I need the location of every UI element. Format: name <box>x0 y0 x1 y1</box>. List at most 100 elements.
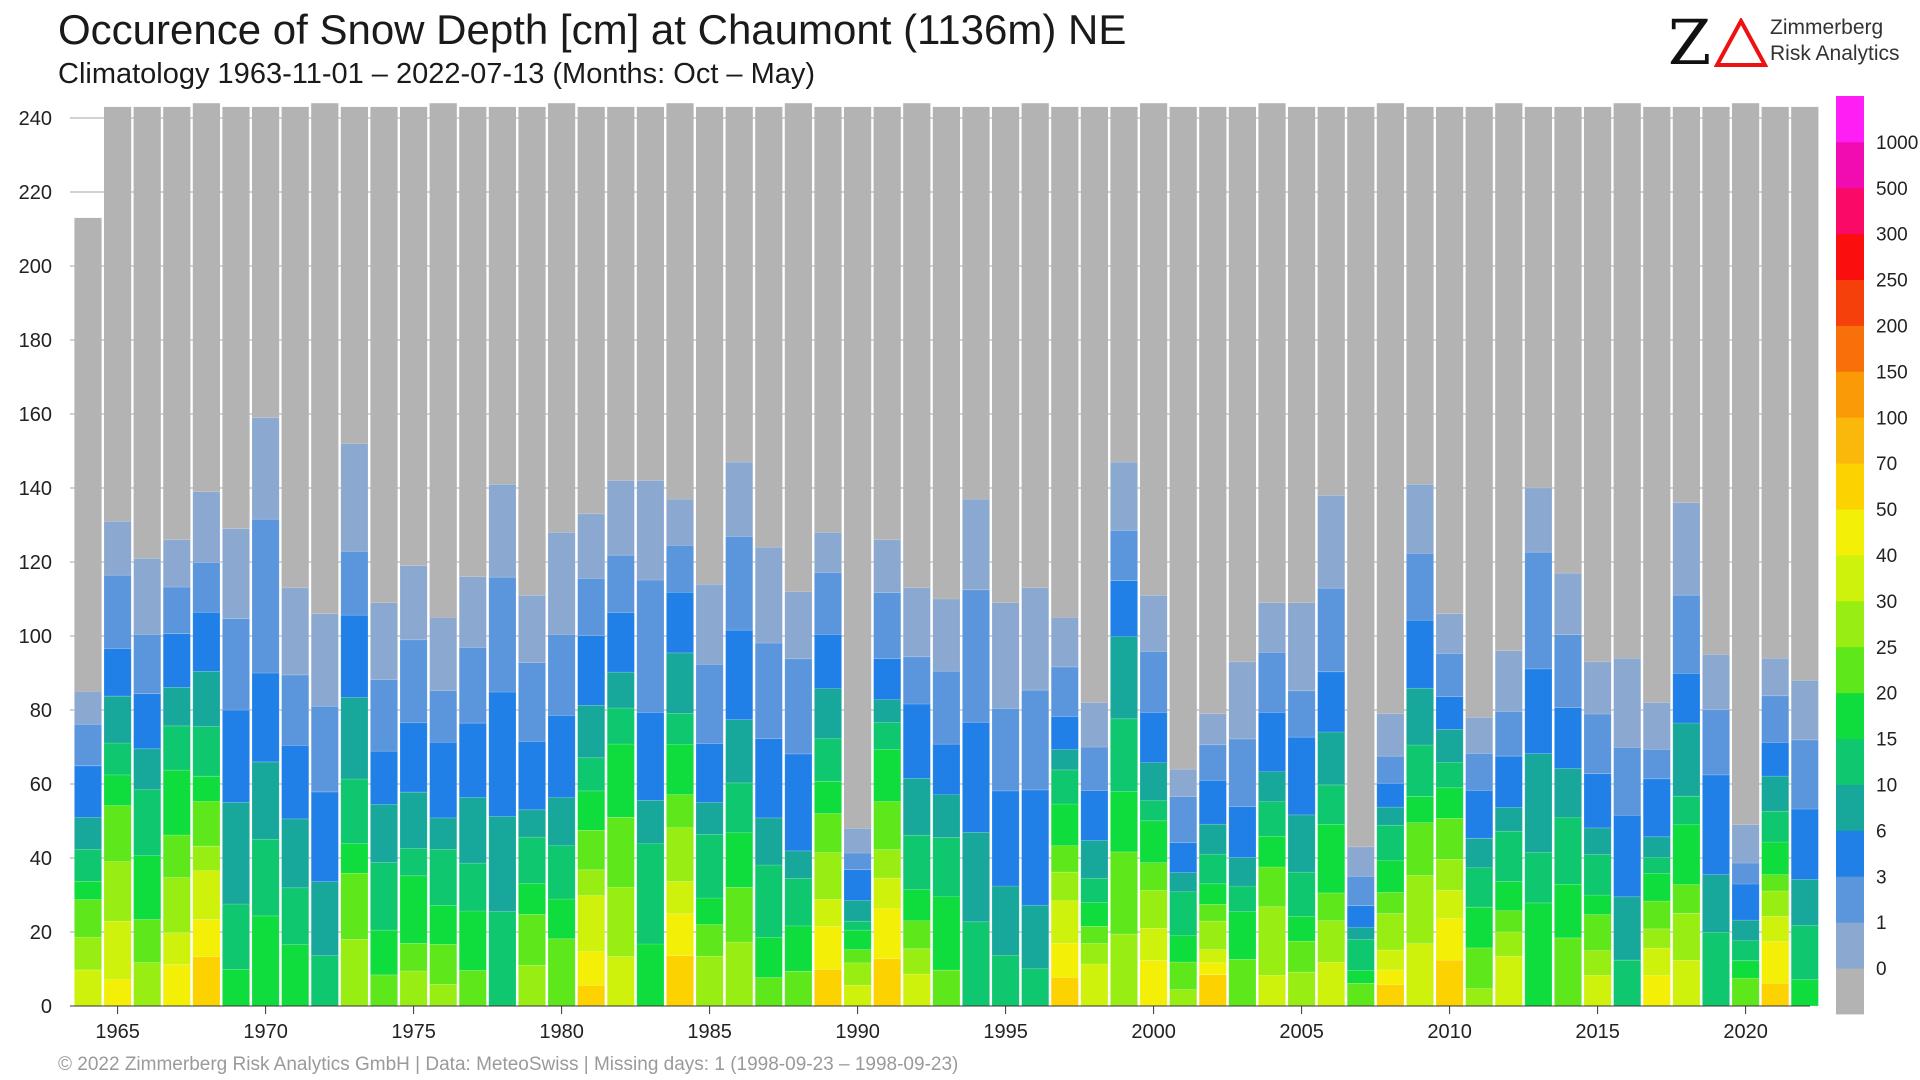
x-tick-label: 2020 <box>1723 1021 1768 1043</box>
bar-2013 <box>1524 106 1553 1007</box>
bar-segment <box>281 818 310 889</box>
bar-segment <box>1731 960 1760 979</box>
bar-segment <box>1139 762 1168 801</box>
bar-segment <box>310 705 339 793</box>
bar-segment <box>1080 902 1109 927</box>
bar-1984 <box>666 103 694 1007</box>
bar-nosnow-segment <box>1199 106 1227 714</box>
bar-segment <box>1228 806 1257 858</box>
colorbar-segment <box>1836 279 1864 326</box>
colorbar-label: 50 <box>1876 500 1897 521</box>
bar-segment <box>577 869 606 896</box>
bar-segment <box>1139 594 1168 652</box>
bar-nosnow-segment <box>1140 103 1168 596</box>
bar-segment <box>1139 820 1168 863</box>
y-tick-label: 220 <box>19 182 52 204</box>
bar-segment <box>1406 552 1434 621</box>
bar-segment <box>162 769 191 836</box>
bar-segment <box>1465 947 1494 989</box>
colorbar-segment <box>1836 325 1864 372</box>
bar-segment <box>1761 657 1790 697</box>
bar-segment <box>1465 867 1494 908</box>
bar-segment <box>784 925 813 972</box>
bar-segment <box>1435 889 1464 919</box>
bar-segment <box>1465 789 1494 839</box>
bar-segment <box>606 554 635 613</box>
bar-segment <box>1198 920 1227 950</box>
bar-segment <box>991 790 1020 887</box>
bar-segment <box>814 532 842 573</box>
bar-segment <box>192 775 221 802</box>
bar-segment <box>133 748 162 790</box>
bar-segment <box>1642 928 1671 949</box>
bar-nosnow-segment <box>400 106 428 566</box>
bar-segment <box>1702 654 1730 710</box>
bar-segment <box>74 899 102 938</box>
bar-segment <box>133 919 162 963</box>
bar-segment <box>902 920 931 950</box>
bar-segment <box>695 663 724 744</box>
bar-segment <box>1761 983 1790 1007</box>
bar-segment <box>636 943 665 1007</box>
bar-segment <box>547 532 576 635</box>
bar-segment <box>1642 836 1671 858</box>
bar-segment <box>399 639 428 724</box>
x-tick-label: 2010 <box>1427 1021 1472 1043</box>
bar-nosnow-segment <box>814 106 842 533</box>
bar-segment <box>1376 913 1405 951</box>
bar-segment <box>133 855 162 920</box>
colorbar-segment <box>1836 600 1864 648</box>
bar-segment <box>310 791 339 882</box>
bar-segment <box>1494 755 1523 808</box>
bar-segment <box>1406 483 1434 554</box>
bar-segment <box>518 809 546 838</box>
bar-segment <box>695 833 724 899</box>
colorbar-label: 30 <box>1876 592 1897 613</box>
bar-segment <box>1317 920 1346 963</box>
bar-2004 <box>1258 103 1286 1007</box>
bar-2010 <box>1435 106 1464 1007</box>
bar-segment <box>1672 884 1701 914</box>
bar-segment <box>429 817 458 850</box>
bar-segment <box>488 576 517 693</box>
bar-segment <box>1169 842 1198 873</box>
bar-segment <box>1169 796 1198 843</box>
bar-segment <box>873 877 902 909</box>
bar-segment <box>133 962 162 1007</box>
bar-segment <box>873 592 902 659</box>
bar-segment <box>1050 942 1079 978</box>
bar-segment <box>1198 744 1227 781</box>
bar-nosnow-segment <box>1761 106 1789 659</box>
bar-segment <box>577 635 606 706</box>
bar-segment <box>1583 773 1612 829</box>
bar-segment <box>251 672 280 763</box>
bar-segment <box>1790 979 1819 1007</box>
bar-segment <box>902 587 931 658</box>
bar-segment <box>725 832 754 888</box>
x-tick-label: 1975 <box>391 1021 436 1043</box>
bar-segment <box>873 699 902 723</box>
bar-segment <box>1524 852 1553 904</box>
bar-segment <box>754 642 783 739</box>
bar-segment <box>103 805 132 862</box>
bar-segment <box>1554 572 1582 635</box>
bar-segment <box>606 480 635 556</box>
bar-segment <box>991 885 1020 956</box>
bar-segment <box>962 921 990 1007</box>
bar-segment <box>1554 768 1582 818</box>
bar-segment <box>162 964 191 1007</box>
bar-segment <box>162 686 191 727</box>
bar-segment <box>1583 974 1612 1007</box>
bar-segment <box>1198 974 1227 1007</box>
bar-segment <box>1198 713 1227 746</box>
bar-segment <box>1198 780 1227 825</box>
colorbar-label: 6 <box>1876 821 1887 842</box>
bar-nosnow-segment <box>340 106 368 444</box>
bar-segment <box>192 800 221 847</box>
bar-segment <box>814 688 842 739</box>
bar-segment <box>1198 853 1227 885</box>
bar-segment <box>74 765 102 818</box>
colorbar-segment <box>1836 922 1864 969</box>
bar-segment <box>133 788 162 856</box>
bar-segment <box>518 964 546 1007</box>
